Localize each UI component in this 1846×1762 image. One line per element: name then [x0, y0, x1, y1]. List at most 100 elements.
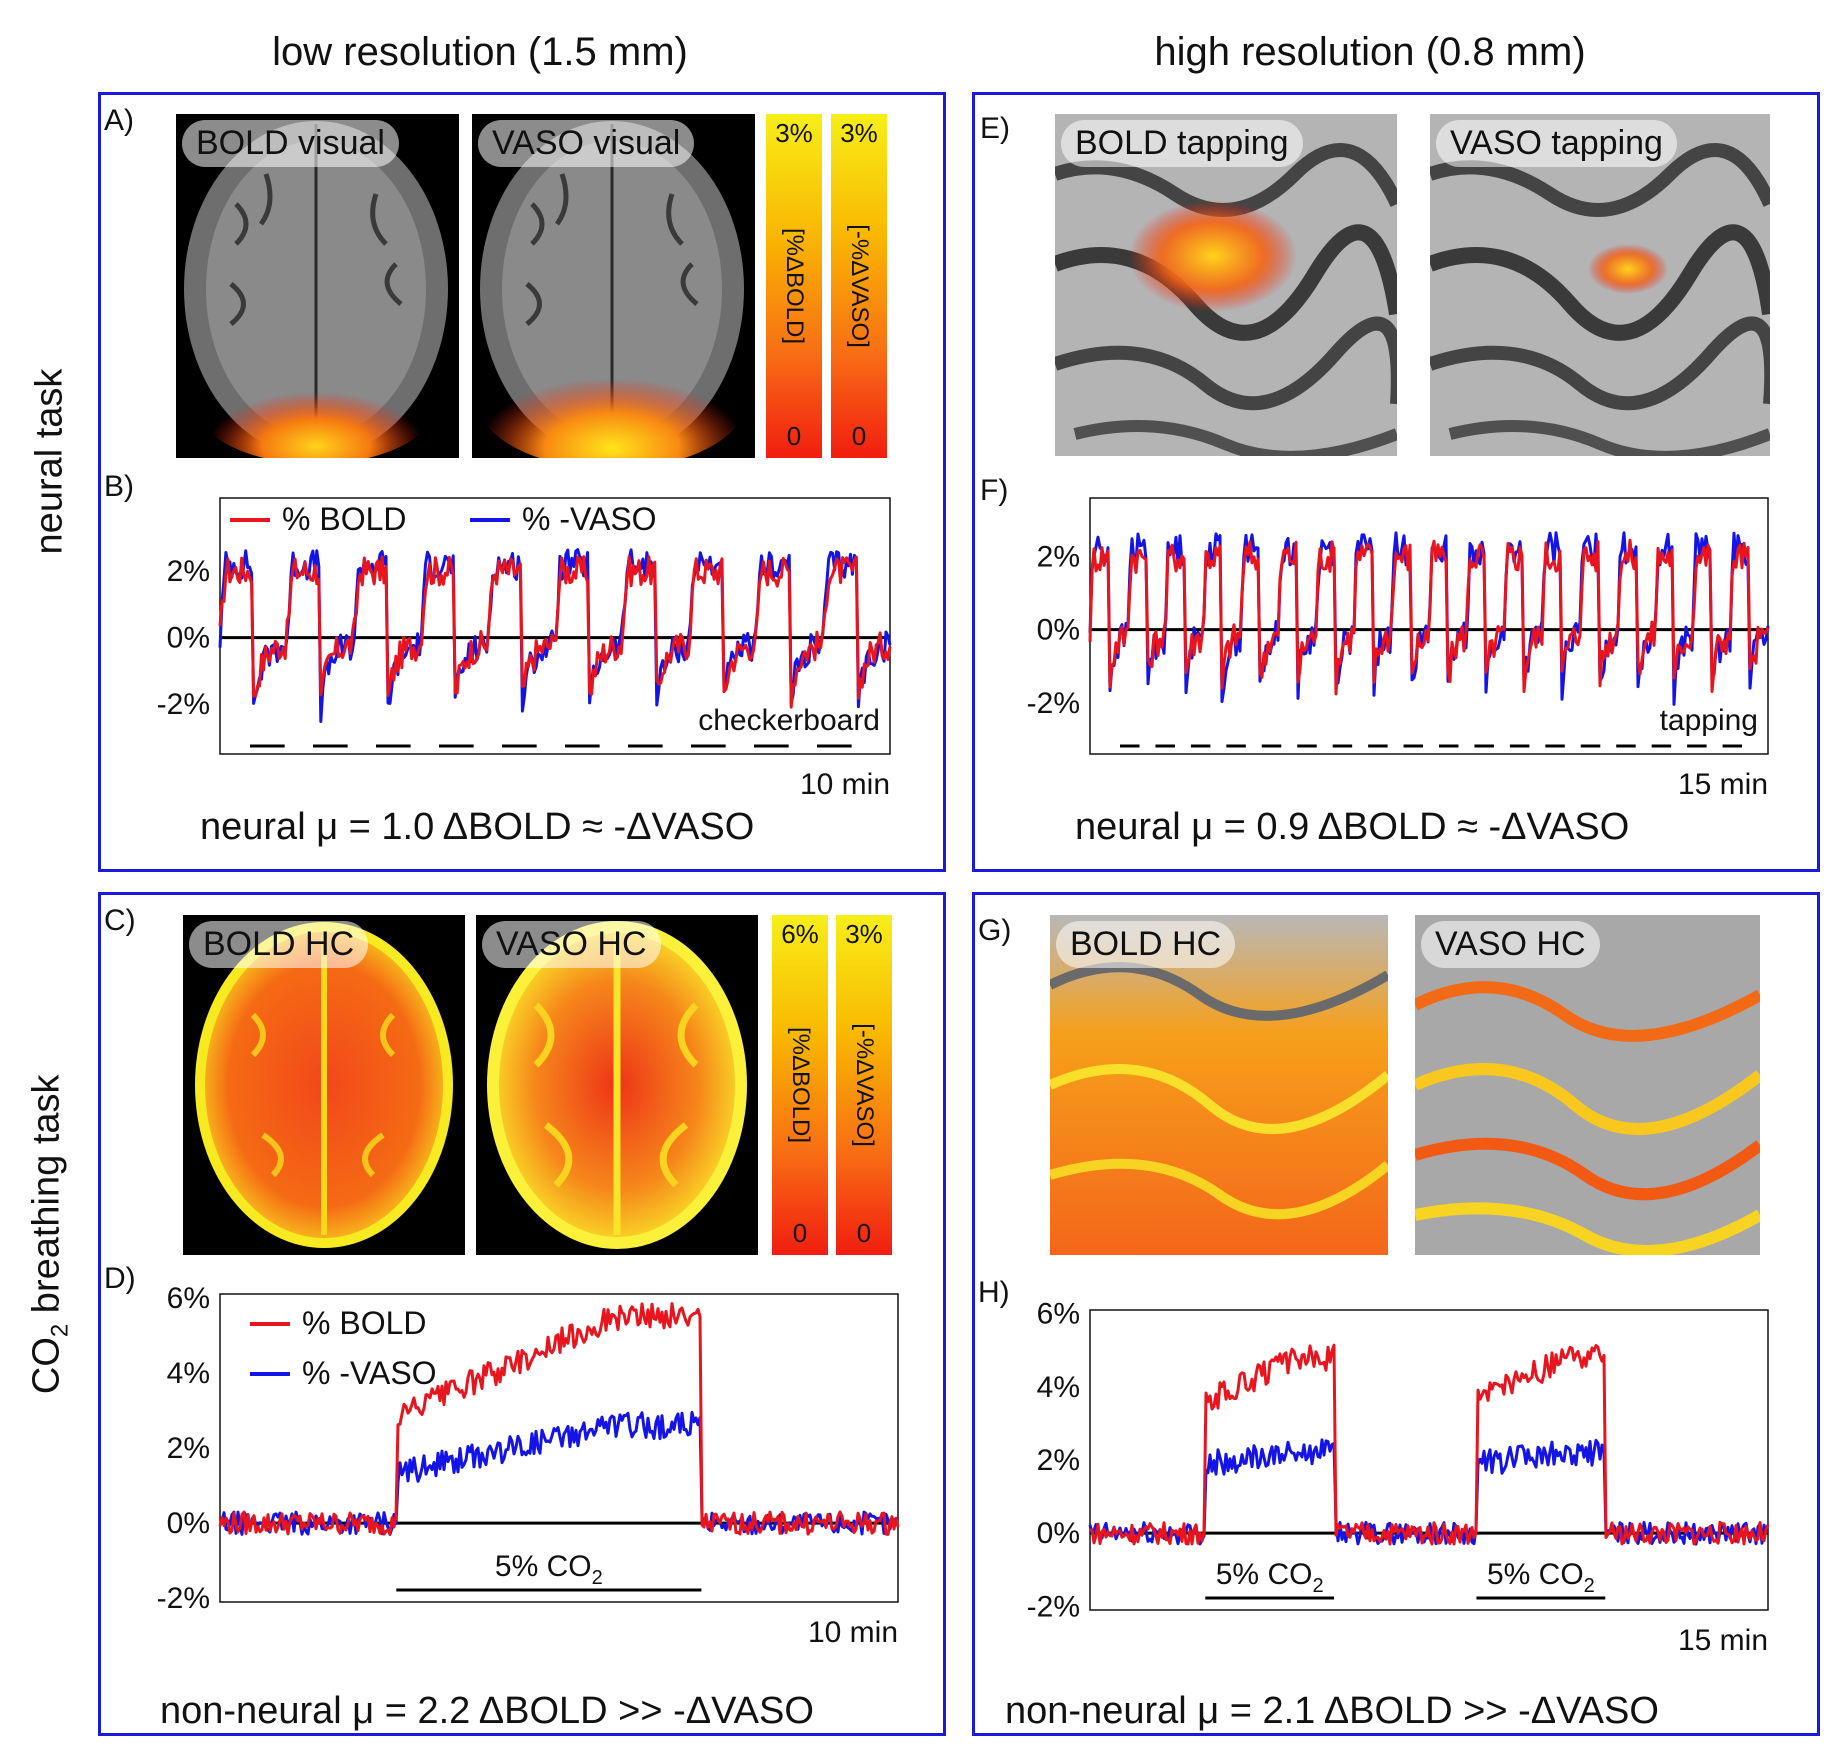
duration-label: 10 min — [800, 768, 890, 801]
stimulus-label: checkerboard — [698, 704, 880, 737]
colorbar-vaso-c: 3% [-%ΔVASO] 0 — [836, 915, 892, 1255]
y-tick-label: -2% — [157, 1582, 210, 1615]
timecourse-plot-f: 2% 0% -2% 15 min tapping — [990, 478, 1790, 814]
colorbar-min: 0 — [856, 1218, 872, 1248]
y-tick-label: 0% — [167, 622, 210, 655]
brain-image-bold-hc-high: BOLD HC — [1050, 915, 1388, 1255]
series-line — [1088, 538, 1770, 696]
colorbar-bold-c: 6% [%ΔBOLD] 0 — [772, 915, 828, 1255]
chart-svg-F: 2% 0% -2% 15 min tapping — [1027, 497, 1770, 801]
legend-label: % -VASO — [302, 1355, 437, 1391]
image-label: BOLD visual — [182, 120, 399, 167]
chart-svg-H: 6% 4% 2% 0% -2% 15 min 5% CO2 5% CO2 — [1027, 1298, 1770, 1657]
panel-label-b: B) — [104, 470, 134, 503]
cortex-zoom-hc — [1050, 915, 1388, 1255]
colorbar-min: 0 — [851, 421, 867, 451]
brain-image-bold-hc-low: BOLD HC — [183, 915, 465, 1255]
panel-label-a: A) — [104, 104, 134, 137]
colorbar-unit: [-%ΔVASO] — [851, 1023, 878, 1147]
y-tick-label: 2% — [1037, 1444, 1080, 1477]
series-line — [218, 1302, 900, 1536]
row-title-co2-suffix: breathing task — [25, 1074, 68, 1324]
panel-label-g: G) — [978, 914, 1012, 947]
y-tick-label: -2% — [1027, 1590, 1080, 1623]
row-title-co2-sub: 2 — [46, 1323, 74, 1338]
colorbar-max: 6% — [781, 919, 819, 949]
colorbar-unit: [%ΔBOLD] — [781, 227, 808, 345]
brain-image-bold-visual: BOLD visual — [176, 114, 459, 458]
legend-label: % BOLD — [282, 501, 406, 537]
image-label: BOLD HC — [1056, 921, 1236, 968]
duration-label: 15 min — [1678, 1624, 1768, 1657]
y-tick-label: 2% — [167, 1432, 210, 1465]
chart-svg-D: 6% 4% 2% 0% -2% 10 min 5% CO2 % BOLD % -VASO — [157, 1282, 900, 1649]
caption-e: neural μ = 0.9 ΔBOLD ≈ -ΔVASO — [1075, 806, 1630, 848]
brain-axial-hc — [487, 921, 747, 1249]
colorbar-min: 0 — [786, 421, 802, 451]
series-line — [218, 555, 892, 709]
caption-c: non-neural μ = 2.2 ΔBOLD >> -ΔVASO — [160, 1690, 814, 1732]
image-label: BOLD tapping — [1061, 120, 1303, 167]
timecourse-plot-b: 2% 0% -2% 10 min checkerboard % BOLD % -VASO — [100, 478, 900, 814]
brain-image-vaso-tapping: VASO tapping — [1430, 114, 1770, 456]
brain-axial-slice — [184, 121, 448, 458]
y-tick-label: 6% — [167, 1282, 210, 1315]
legend-label: % -VASO — [522, 501, 657, 537]
image-label: VASO HC — [1421, 921, 1600, 968]
y-tick-label: 4% — [1037, 1371, 1080, 1404]
panel-label-h: H) — [978, 1276, 1010, 1309]
colorbar-max: 3% — [845, 919, 883, 949]
brain-image-vaso-visual: VASO visual — [472, 114, 755, 458]
row-title-co2: CO2 breathing task — [26, 1064, 75, 1404]
stimulus-label: 5% CO2 — [495, 1550, 603, 1589]
y-tick-label: 0% — [1037, 1517, 1080, 1550]
plot-frame — [1089, 1309, 1769, 1611]
plot-frame — [219, 1293, 899, 1603]
frame-bottom-left — [98, 892, 946, 1736]
y-tick-label: 0% — [1037, 614, 1080, 647]
colorbar-unit: [-%ΔVASO] — [846, 224, 873, 348]
series-line — [1089, 1343, 1770, 1546]
colorbar-unit: [%ΔBOLD] — [787, 1026, 814, 1144]
row-title-co2-prefix: CO — [25, 1337, 68, 1395]
caption-a: neural μ = 1.0 ΔBOLD ≈ -ΔVASO — [200, 806, 755, 848]
chart-svg-B: 2% 0% -2% 10 min checkerboard % BOLD % -VASO — [157, 497, 892, 801]
y-tick-label: 2% — [167, 555, 210, 588]
cortex-zoom — [1055, 114, 1397, 456]
timecourse-plot-d: 6% 4% 2% 0% -2% 10 min 5% CO2 % BOLD % -VASO — [100, 1270, 930, 1674]
y-tick-label: 0% — [167, 1507, 210, 1540]
brain-image-vaso-hc-low: VASO HC — [476, 915, 758, 1255]
stimulus-label: 5% CO2 — [1216, 1558, 1324, 1597]
y-tick-label: -2% — [157, 688, 210, 721]
panel-label-f: F) — [980, 474, 1009, 507]
image-label: VASO HC — [482, 921, 661, 968]
stimulus-label: tapping — [1660, 704, 1758, 737]
panel-label-c: C) — [104, 904, 136, 937]
y-tick-label: -2% — [1027, 687, 1080, 720]
colorbar-max: 3% — [840, 118, 878, 148]
panel-label-e: E) — [980, 112, 1010, 145]
image-label: BOLD HC — [189, 921, 369, 968]
caption-g: non-neural μ = 2.1 ΔBOLD >> -ΔVASO — [1005, 1690, 1659, 1732]
brain-axial-slice — [477, 121, 747, 458]
y-tick-label: 6% — [1037, 1298, 1080, 1331]
brain-image-bold-tapping: BOLD tapping — [1055, 114, 1397, 456]
image-label: VASO tapping — [1436, 120, 1677, 167]
colorbar-min: 0 — [792, 1218, 808, 1248]
duration-label: 10 min — [808, 1616, 898, 1649]
legend-label: % BOLD — [302, 1305, 426, 1341]
frame-top-left — [98, 92, 946, 872]
timecourse-plot-h: 6% 4% 2% 0% -2% 15 min 5% CO2 5% CO2 — [990, 1290, 1790, 1690]
stimulus-label: 5% CO2 — [1487, 1558, 1595, 1597]
frame-bottom-right — [972, 892, 1820, 1736]
panel-label-d: D) — [104, 1262, 136, 1295]
frame-top-right — [972, 92, 1820, 872]
image-label: VASO visual — [478, 120, 695, 167]
column-title-high-res: high resolution (0.8 mm) — [1154, 30, 1586, 74]
row-title-neural: neural task — [28, 368, 71, 555]
y-tick-label: 4% — [167, 1357, 210, 1390]
colorbar-bold-a: 3% [%ΔBOLD] 0 — [766, 114, 822, 458]
y-tick-label: 2% — [1037, 541, 1080, 574]
cortex-zoom — [1430, 114, 1770, 456]
